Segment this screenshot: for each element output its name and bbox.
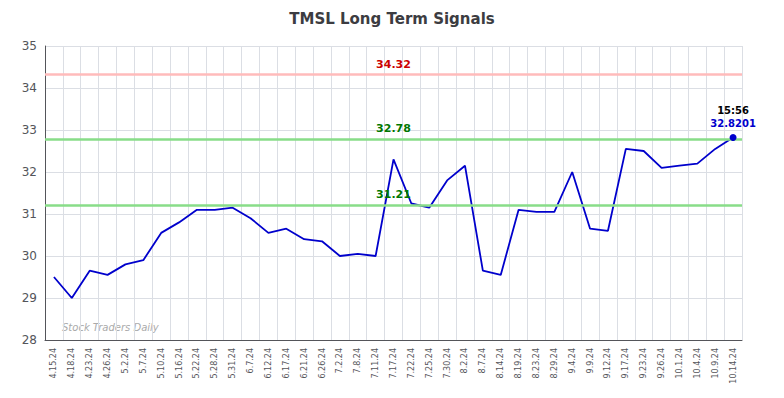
svg-text:6.12.24: 6.12.24 <box>264 348 273 379</box>
svg-text:5.10.24: 5.10.24 <box>157 348 166 379</box>
svg-text:7.17.24: 7.17.24 <box>389 348 398 379</box>
svg-text:8.7.24: 8.7.24 <box>478 348 487 373</box>
svg-text:6.17.24: 6.17.24 <box>282 348 291 379</box>
svg-text:8.23.24: 8.23.24 <box>532 348 541 379</box>
svg-text:15:56: 15:56 <box>717 105 749 116</box>
svg-text:6.21.24: 6.21.24 <box>300 348 309 379</box>
svg-text:9.26.24: 9.26.24 <box>657 348 666 379</box>
svg-text:8.19.24: 8.19.24 <box>514 348 523 379</box>
svg-text:31: 31 <box>22 207 37 221</box>
svg-text:8.29.24: 8.29.24 <box>550 348 559 379</box>
svg-text:34.32: 34.32 <box>376 58 411 71</box>
svg-text:9.23.24: 9.23.24 <box>639 348 648 379</box>
svg-text:5.2.24: 5.2.24 <box>121 348 130 373</box>
svg-text:7.22.24: 7.22.24 <box>407 348 416 379</box>
svg-text:6.26.24: 6.26.24 <box>318 348 327 379</box>
svg-text:6.7.24: 6.7.24 <box>246 348 255 373</box>
svg-text:10.9.24: 10.9.24 <box>711 348 720 379</box>
svg-text:4.15.24: 4.15.24 <box>49 348 58 379</box>
svg-text:10.14.24: 10.14.24 <box>729 348 738 384</box>
svg-text:5.31.24: 5.31.24 <box>228 348 237 379</box>
svg-text:32: 32 <box>22 165 37 179</box>
svg-text:5.22.24: 5.22.24 <box>192 348 201 379</box>
svg-text:31.21: 31.21 <box>376 188 411 201</box>
svg-text:32.8201: 32.8201 <box>710 118 756 129</box>
svg-text:9.4.24: 9.4.24 <box>568 348 577 373</box>
svg-text:30: 30 <box>22 249 37 263</box>
svg-text:5.28.24: 5.28.24 <box>210 348 219 379</box>
svg-text:35: 35 <box>22 39 37 53</box>
svg-text:5.16.24: 5.16.24 <box>175 348 184 379</box>
svg-text:7.30.24: 7.30.24 <box>443 348 452 379</box>
svg-text:4.26.24: 4.26.24 <box>103 348 112 379</box>
svg-text:4.23.24: 4.23.24 <box>85 348 94 379</box>
svg-text:34: 34 <box>22 81 37 95</box>
svg-text:Stock Traders Daily: Stock Traders Daily <box>62 322 160 333</box>
svg-text:5.7.24: 5.7.24 <box>139 348 148 373</box>
svg-text:9.9.24: 9.9.24 <box>586 348 595 373</box>
svg-text:8.2.24: 8.2.24 <box>460 348 469 373</box>
svg-text:29: 29 <box>22 291 37 305</box>
svg-text:7.2.24: 7.2.24 <box>335 348 344 373</box>
svg-text:8.14.24: 8.14.24 <box>496 348 505 379</box>
svg-text:4.18.24: 4.18.24 <box>67 348 76 379</box>
svg-text:10.1.24: 10.1.24 <box>675 348 684 379</box>
svg-text:7.11.24: 7.11.24 <box>371 348 380 379</box>
svg-text:7.8.24: 7.8.24 <box>353 348 362 373</box>
svg-text:33: 33 <box>22 123 37 137</box>
svg-text:9.17.24: 9.17.24 <box>621 348 630 379</box>
svg-text:9.12.24: 9.12.24 <box>603 348 612 379</box>
svg-text:7.25.24: 7.25.24 <box>425 348 434 379</box>
svg-text:28: 28 <box>22 333 37 347</box>
svg-text:TMSL Long Term Signals: TMSL Long Term Signals <box>289 10 495 28</box>
svg-text:10.4.24: 10.4.24 <box>693 348 702 379</box>
svg-text:32.78: 32.78 <box>376 122 411 135</box>
